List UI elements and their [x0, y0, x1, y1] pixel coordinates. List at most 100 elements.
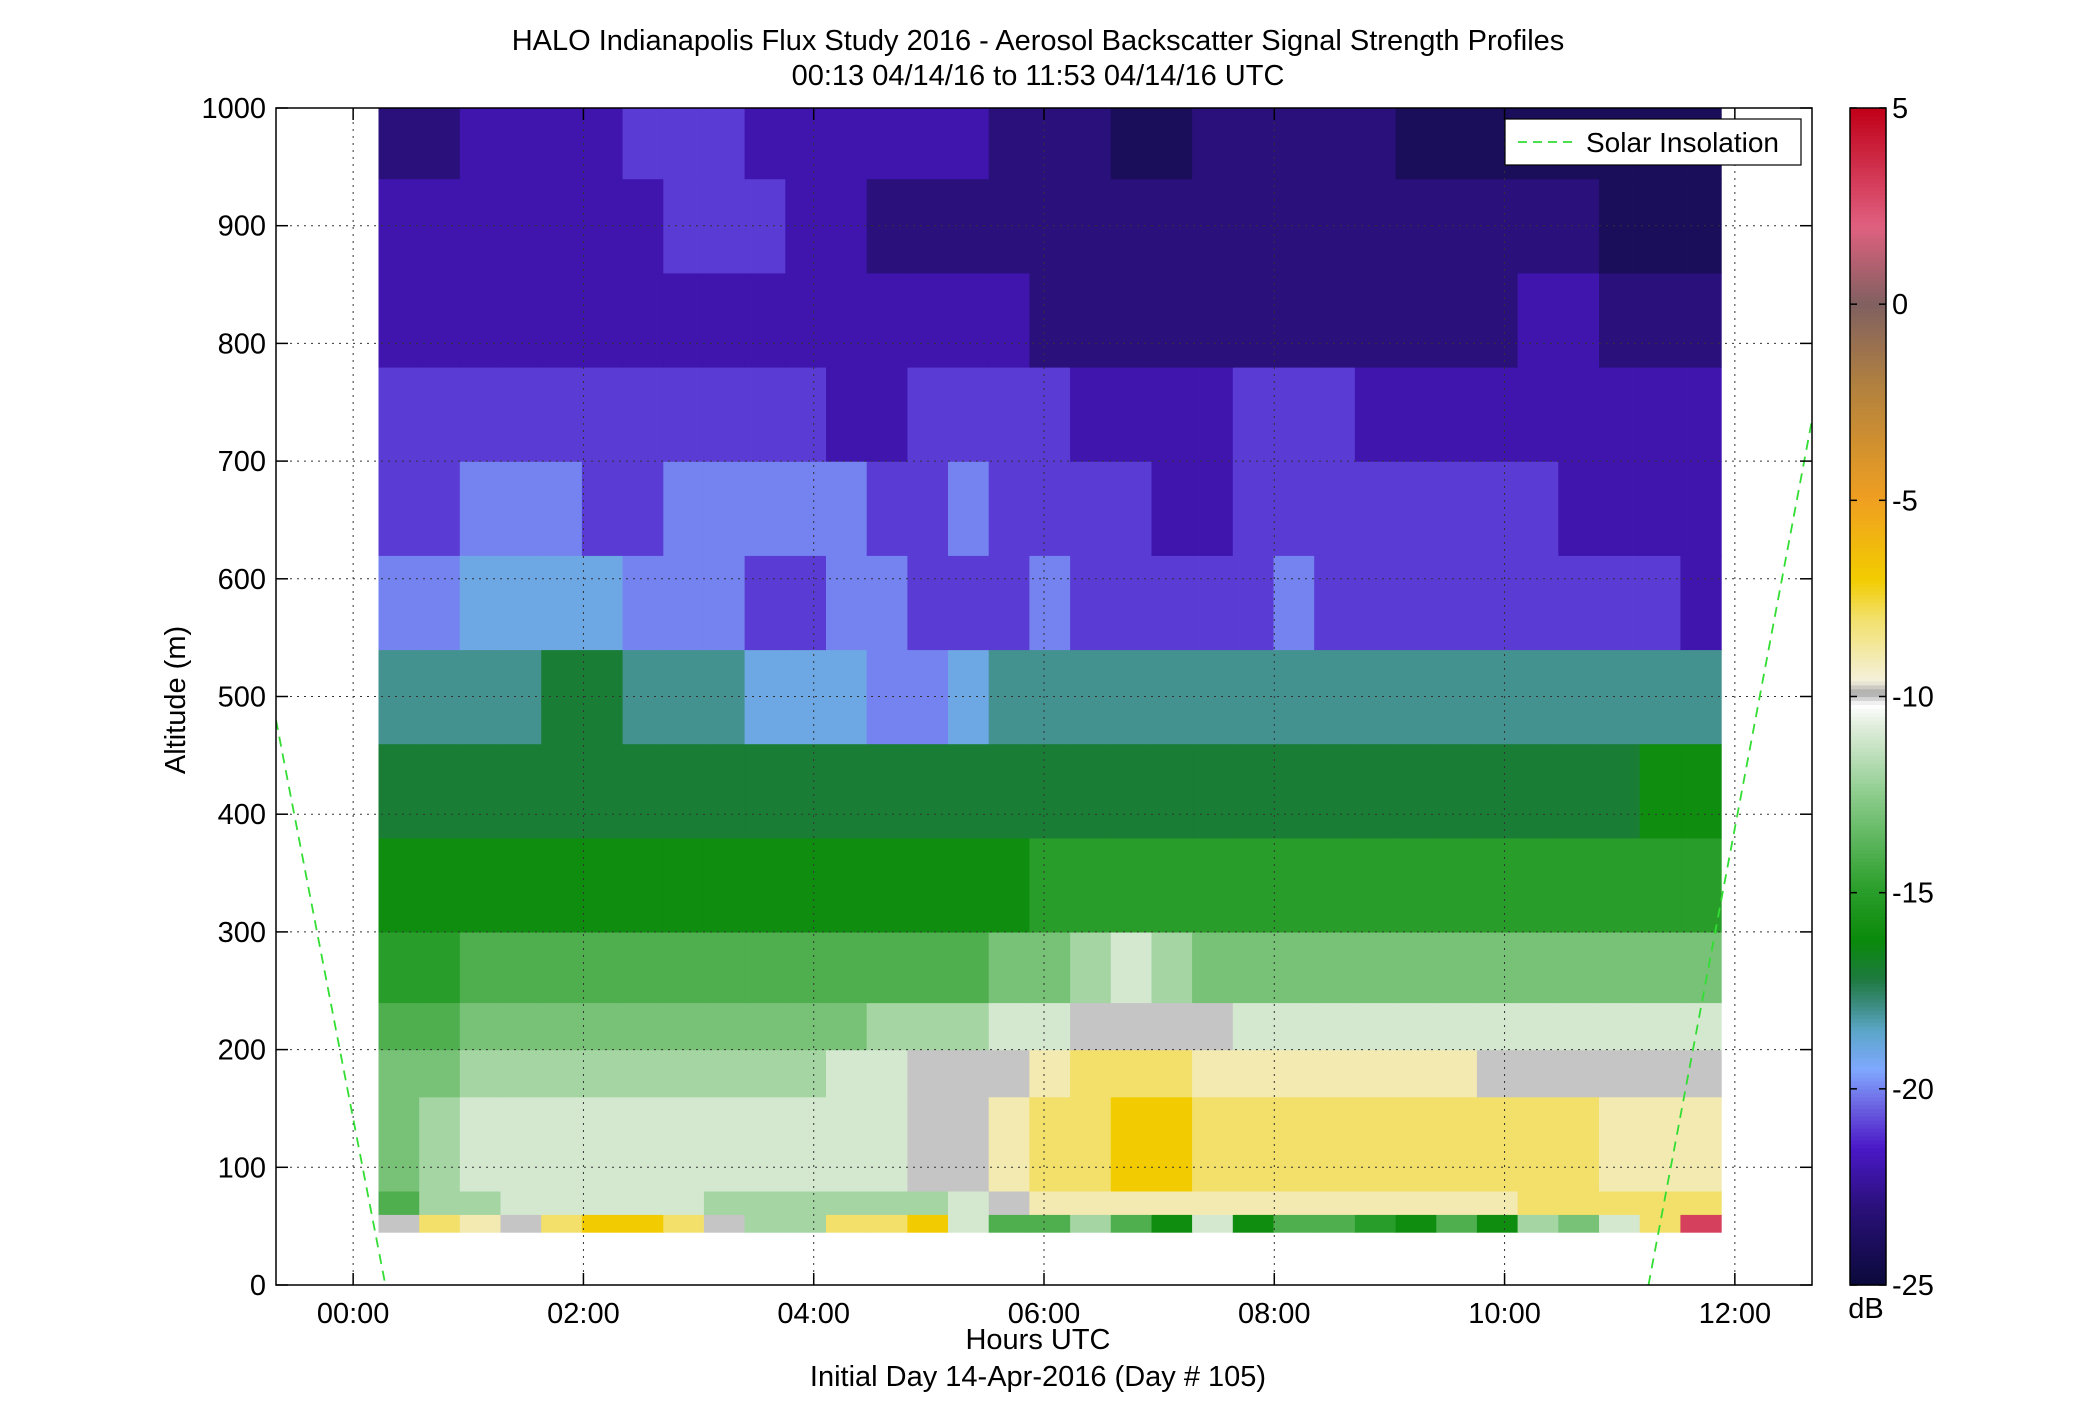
colorbar-segment: [1850, 1182, 1886, 1188]
colorbar-segment: [1850, 1175, 1886, 1180]
heatmap-cell: [541, 461, 583, 556]
heatmap-cell: [1070, 649, 1112, 745]
heatmap-cell: [1354, 272, 1397, 368]
heatmap-cell: [1436, 1002, 1478, 1051]
heatmap-cell: [622, 649, 664, 745]
heatmap-cell: [744, 108, 786, 180]
x-tick-label: 06:00: [1008, 1298, 1081, 1330]
heatmap-cell: [1599, 1096, 1641, 1192]
heatmap-cell: [500, 555, 542, 651]
colorbar-tick-label: 0: [1892, 289, 1908, 321]
colorbar-segment: [1850, 986, 1886, 992]
colorbar-segment: [1850, 720, 1886, 725]
y-tick-label: 400: [218, 799, 266, 831]
heatmap-cell: [785, 1190, 827, 1215]
colorbar-segment: [1850, 551, 1886, 556]
heatmap-cell: [1314, 1096, 1356, 1192]
heatmap-cell: [1314, 555, 1356, 651]
heatmap-cell: [1232, 272, 1275, 368]
heatmap-cell: [378, 108, 420, 180]
heatmap-cell: [826, 1049, 868, 1098]
heatmap-cell: [581, 931, 624, 1004]
heatmap-cell: [785, 108, 827, 180]
colorbar-segment: [1850, 465, 1886, 470]
heatmap-cell: [1517, 366, 1559, 462]
colorbar-segment: [1850, 912, 1886, 917]
heatmap-cell: [378, 461, 420, 556]
colorbar-segment: [1850, 888, 1886, 894]
heatmap-cell: [1151, 366, 1193, 462]
colorbar-segment: [1850, 402, 1886, 407]
colorbar-segment: [1850, 782, 1886, 788]
heatmap-cell: [1070, 743, 1112, 839]
legend: Solar Insolation: [1504, 118, 1802, 166]
heatmap-cell: [541, 1190, 583, 1215]
heatmap-cell: [1395, 366, 1437, 462]
heatmap-cell: [1029, 743, 1071, 839]
heatmap-cell: [622, 743, 664, 839]
heatmap-cell: [1395, 649, 1437, 745]
heatmap-cell: [1354, 555, 1397, 651]
heatmap-cell: [581, 1049, 624, 1098]
colorbar-segment: [1850, 790, 1886, 796]
y-tick-label: 900: [218, 211, 266, 243]
heatmap-cell: [1558, 555, 1600, 651]
colorbar-segment: [1850, 904, 1886, 909]
heatmap-cell: [1476, 461, 1519, 556]
heatmap-cell: [1476, 837, 1519, 933]
heatmap-cell: [866, 1190, 908, 1215]
heatmap-cell: [1395, 1096, 1437, 1192]
colorbar-segment: [1850, 774, 1886, 780]
colorbar-segment: [1850, 410, 1886, 415]
colorbar-segment: [1850, 825, 1886, 831]
heatmap-cell: [1599, 461, 1641, 556]
heatmap-cell: [785, 1214, 827, 1233]
colorbar-segment: [1850, 288, 1886, 293]
colorbar-segment: [1850, 143, 1886, 148]
heatmap-cell: [785, 555, 827, 651]
colorbar-segment: [1850, 896, 1886, 902]
heatmap-cell: [419, 555, 461, 651]
heatmap-cell: [1517, 1002, 1559, 1051]
heatmap-cell: [1273, 272, 1315, 368]
heatmap-cell: [1517, 461, 1559, 556]
heatmap-cell: [826, 931, 868, 1004]
heatmap-cell: [1192, 555, 1234, 651]
heatmap-cell: [866, 1049, 908, 1098]
heatmap-cell: [907, 366, 949, 462]
heatmap-cell: [1517, 743, 1559, 839]
heatmap-cell: [1192, 1190, 1234, 1215]
heatmap-cell: [1110, 1190, 1153, 1215]
heatmap-cell: [1558, 931, 1600, 1004]
colorbar-segment: [1850, 280, 1886, 286]
colorbar-segment: [1850, 190, 1886, 195]
heatmap-cell: [459, 837, 502, 933]
heatmap-cell: [1395, 272, 1437, 368]
heatmap-cell: [419, 1190, 461, 1215]
heatmap-cell: [866, 1096, 908, 1192]
heatmap-cell: [1639, 1214, 1681, 1233]
heatmap-cell: [1436, 743, 1478, 839]
heatmap-cell: [988, 178, 1030, 274]
heatmap-cell: [785, 649, 827, 745]
heatmap-cell: [948, 366, 990, 462]
heatmap-cell: [419, 461, 461, 556]
heatmap-cell: [1558, 1190, 1600, 1215]
heatmap-cell: [1192, 1096, 1234, 1192]
chart-subtitle: 00:13 04/14/16 to 11:53 04/14/16 UTC: [792, 60, 1285, 92]
heatmap-cell: [1029, 1096, 1071, 1192]
colorbar-segment: [1850, 669, 1886, 674]
colorbar-segment: [1850, 1230, 1886, 1235]
heatmap-cell: [1436, 931, 1478, 1004]
heatmap-cell: [1151, 837, 1193, 933]
heatmap-cell: [1639, 366, 1681, 462]
heatmap-cell: [419, 366, 461, 462]
heatmap-cell: [826, 272, 868, 368]
heatmap-cell: [826, 555, 868, 651]
heatmap-cell: [1029, 837, 1071, 933]
heatmap-cell: [1395, 743, 1437, 839]
heatmap-cell: [1599, 366, 1641, 462]
heatmap-cell: [988, 1214, 1030, 1233]
heatmap-cell: [1354, 1214, 1397, 1233]
colorbar-segment: [1850, 688, 1886, 694]
